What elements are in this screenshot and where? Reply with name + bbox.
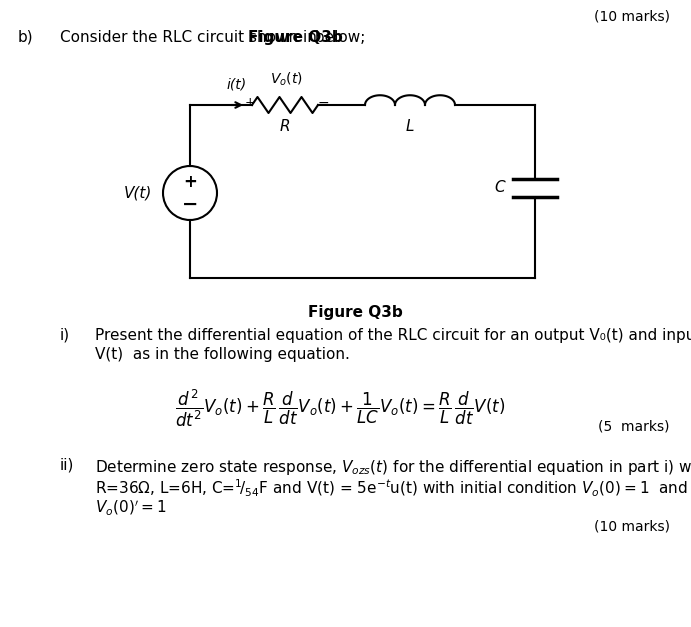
- Text: ii): ii): [60, 458, 75, 473]
- Text: V(t)  as in the following equation.: V(t) as in the following equation.: [95, 347, 350, 362]
- Text: below;: below;: [310, 30, 366, 45]
- Text: Determine zero state response, $V_{ozs}(t)$ for the differential equation in par: Determine zero state response, $V_{ozs}(…: [95, 458, 691, 477]
- Text: Present the differential equation of the RLC circuit for an output V₀(t) and inp: Present the differential equation of the…: [95, 328, 691, 343]
- Text: +: +: [183, 173, 197, 191]
- Text: $V_o(t)$: $V_o(t)$: [270, 71, 303, 88]
- Text: −: −: [182, 194, 198, 214]
- Text: (5  marks): (5 marks): [598, 420, 670, 434]
- Text: $V_o(0)' = 1$: $V_o(0)' = 1$: [95, 498, 167, 517]
- Text: L: L: [406, 119, 414, 134]
- Text: R: R: [280, 119, 290, 134]
- Text: Figure Q3b: Figure Q3b: [307, 305, 402, 320]
- Text: V(t): V(t): [124, 186, 152, 201]
- Text: $\dfrac{d^{\,2}}{dt^2}V_o(t)+\dfrac{R}{L}\,\dfrac{d}{dt}V_o(t)+\dfrac{1}{LC}V_o(: $\dfrac{d^{\,2}}{dt^2}V_o(t)+\dfrac{R}{L…: [175, 388, 505, 429]
- Text: b): b): [18, 30, 34, 45]
- Text: i(t): i(t): [227, 77, 247, 91]
- Text: Figure Q3b: Figure Q3b: [248, 30, 343, 45]
- Text: C: C: [494, 181, 505, 196]
- Text: +: +: [245, 97, 255, 110]
- Text: (10 marks): (10 marks): [594, 10, 670, 24]
- Text: (10 marks): (10 marks): [594, 520, 670, 534]
- Text: i): i): [60, 328, 70, 343]
- Text: Consider the RLC circuit shown in: Consider the RLC circuit shown in: [60, 30, 322, 45]
- Text: −: −: [317, 96, 329, 110]
- Text: R=36$\Omega$, L=6H, C=$^1\!/_{54}$F and V(t) = 5e$^{-t}$u(t) with initial condit: R=36$\Omega$, L=6H, C=$^1\!/_{54}$F and …: [95, 478, 688, 499]
